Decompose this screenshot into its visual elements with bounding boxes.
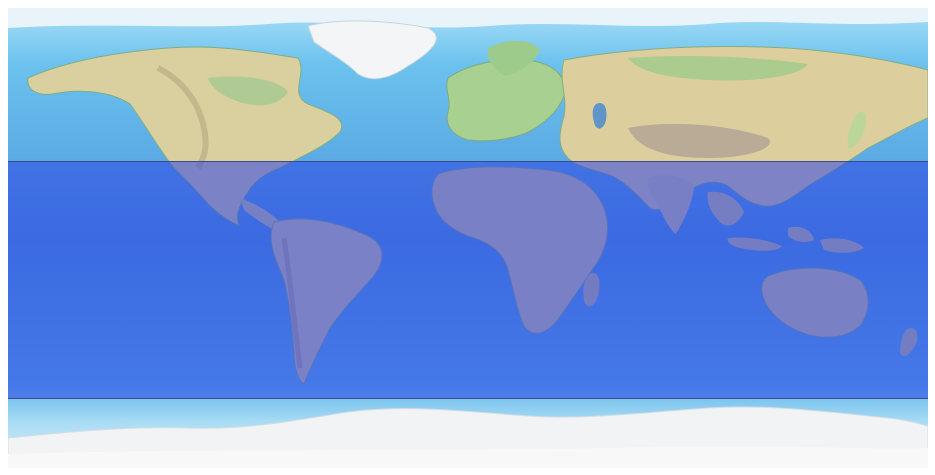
- scandinavia: [487, 40, 540, 76]
- siberia-green: [628, 56, 808, 81]
- caspian-sea: [592, 102, 607, 129]
- japan: [847, 111, 867, 149]
- world-map[interactable]: [8, 8, 928, 468]
- world-map-image: [8, 8, 928, 468]
- arctic-ice: [8, 8, 928, 28]
- greenland: [307, 20, 437, 80]
